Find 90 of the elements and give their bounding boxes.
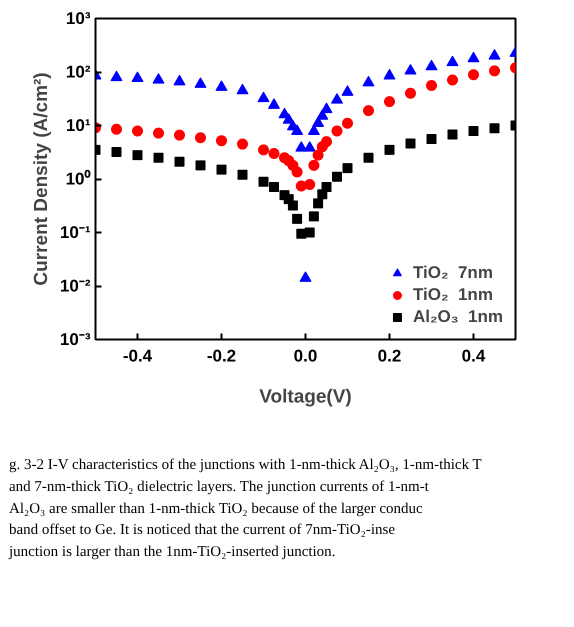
- point: [154, 152, 164, 163]
- point: [342, 163, 352, 174]
- point: [332, 172, 342, 182]
- point: [258, 176, 268, 187]
- legend-label: TiO₂ 7nm: [412, 263, 493, 283]
- point: [342, 85, 354, 96]
- point: [196, 160, 206, 170]
- point: [269, 182, 279, 192]
- x-axis-title: Voltage(V): [259, 386, 352, 408]
- x-tick-label: -0.2: [206, 346, 236, 366]
- point: [132, 150, 142, 160]
- point: [426, 134, 436, 144]
- point: [304, 228, 315, 238]
- point: [236, 84, 248, 94]
- point: [308, 211, 319, 222]
- x-tick-label: 0.4: [462, 346, 486, 366]
- point: [288, 200, 298, 210]
- point: [426, 80, 437, 91]
- point: [322, 182, 332, 192]
- x-tick-label: -0.4: [122, 346, 153, 366]
- y-tick-label: 10⁰: [66, 170, 91, 188]
- point: [363, 105, 374, 116]
- point: [321, 136, 332, 148]
- point: [238, 170, 248, 180]
- point: [447, 74, 458, 86]
- point: [304, 178, 316, 190]
- point: [468, 69, 479, 80]
- point: [153, 128, 164, 139]
- point: [132, 72, 144, 82]
- point: [258, 92, 270, 102]
- point: [216, 80, 228, 91]
- text: and 7-nm-thick TiO₂ dielectric layers. The junction currents of 1-nm-t: [9, 478, 430, 497]
- point: [268, 98, 280, 109]
- point: [404, 64, 416, 75]
- y-axis-title: Current Density (A/cm²): [30, 72, 52, 286]
- point: [468, 126, 478, 136]
- x-tick-label: 0.2: [378, 346, 402, 366]
- point: [110, 70, 122, 82]
- point: [152, 73, 164, 84]
- point: [292, 214, 302, 224]
- y-tick-label: 10⁻¹: [60, 223, 91, 242]
- point: [174, 130, 185, 141]
- point: [490, 123, 500, 134]
- point: [426, 60, 438, 70]
- y-tick-label: 10⁻³: [60, 330, 91, 349]
- y-tick-label: 10⁻²: [60, 276, 91, 296]
- point: [237, 138, 248, 150]
- text: Al₂O₃ are smaller than 1-nm-thick TiO₂ because of the larger conduc: [9, 500, 424, 518]
- point: [268, 148, 280, 159]
- point: [384, 96, 395, 108]
- point: [112, 146, 122, 157]
- point: [489, 65, 500, 76]
- point: [406, 138, 416, 149]
- point: [216, 164, 226, 175]
- point: [195, 132, 206, 144]
- y-tick-label: 10¹: [66, 116, 91, 135]
- point: [320, 102, 332, 114]
- point: [342, 118, 353, 129]
- y-tick-label: 10²: [66, 62, 91, 82]
- text: band offset to Ge. It is noticed that the current of 7nm-TiO₂-inse: [9, 521, 396, 540]
- point: [111, 124, 122, 135]
- legend-label: Al₂O₃ 1nm: [412, 307, 503, 327]
- point: [384, 68, 396, 80]
- point: [488, 49, 500, 60]
- point: [308, 160, 320, 171]
- point: [258, 144, 269, 156]
- point: [468, 52, 480, 62]
- point: [364, 152, 374, 163]
- y-tick-label: 10³: [66, 9, 91, 28]
- text: junction is larger than the 1nm-TiO₂-inserted junction.: [9, 543, 336, 562]
- point: [384, 144, 394, 155]
- point: [174, 156, 184, 167]
- point: [292, 166, 303, 178]
- point: [405, 88, 416, 99]
- point: [331, 93, 343, 104]
- point: [332, 125, 342, 136]
- point: [216, 135, 227, 146]
- text: g. 3-2 I-V characteristics of the junctions with 1-nm-thick Al₂O₃, 1-nm-thick T: [9, 456, 482, 475]
- point: [448, 129, 458, 140]
- point: [313, 198, 324, 208]
- point: [312, 150, 324, 161]
- point: [291, 124, 304, 135]
- point: [362, 76, 374, 86]
- point: [174, 74, 186, 86]
- legend-label: TiO₂ 1nm: [412, 285, 493, 305]
- point: [446, 56, 458, 66]
- point: [132, 125, 143, 136]
- point: [194, 77, 206, 88]
- x-tick-label: 0.0: [294, 346, 318, 366]
- point: [304, 141, 316, 152]
